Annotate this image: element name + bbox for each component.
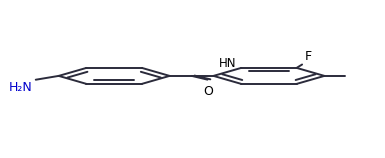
Text: HN: HN [219, 57, 236, 70]
Text: O: O [203, 85, 213, 98]
Text: H₂N: H₂N [9, 81, 33, 94]
Text: F: F [305, 50, 312, 63]
